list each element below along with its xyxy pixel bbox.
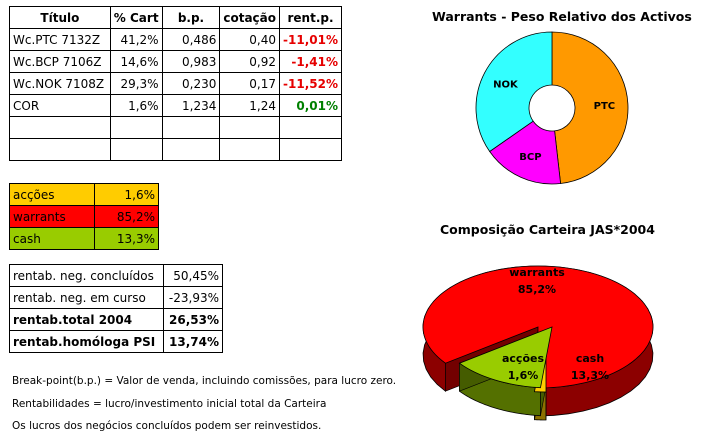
- chart2-title: Composição Carteira JAS*2004: [440, 222, 655, 237]
- allocation-row: acções 1,6%: [9, 183, 160, 206]
- allocation-value: 85,2%: [93, 205, 160, 228]
- table-row: Wc.BCP 7106Z 14,6% 0,983 0,92 -1,41%: [9, 50, 342, 73]
- slice-label-bcp: BCP: [519, 152, 541, 163]
- slice-bcp: [489, 120, 562, 185]
- slice-label-cash: cash: [576, 352, 604, 365]
- returns-label: rentab.homóloga PSI: [8, 330, 165, 353]
- slice-ptc: [551, 31, 629, 184]
- slice-value-acções: 1,6%: [508, 369, 539, 382]
- slice-label-warrants: warrants: [509, 266, 565, 279]
- table-row: COR 1,6% 1,234 1,24 0,01%: [9, 94, 342, 117]
- returns-row: rentab.homóloga PSI 13,74%: [8, 330, 223, 353]
- returns-value: -23,93%: [163, 286, 223, 309]
- allocation-row: warrants 85,2%: [9, 205, 160, 228]
- returns-value: 50,45%: [163, 264, 223, 287]
- cell-title: Wc.NOK 7108Z: [9, 72, 111, 95]
- returns-row: rentab. neg. concluídos 50,45%: [8, 264, 223, 287]
- allocation-row: cash 13,3%: [9, 227, 160, 250]
- table-row-empty: [9, 138, 342, 161]
- slice-value-cash: 13,3%: [571, 369, 609, 382]
- table-row: Wc.PTC 7132Z 41,2% 0,486 0,40 -11,01%: [9, 28, 342, 51]
- table-header-row: Título % Cart b.p. cotação rent.p.: [9, 6, 342, 29]
- returns-value: 13,74%: [163, 330, 223, 353]
- chart1-title: Warrants - Peso Relativo dos Activos: [432, 9, 692, 24]
- cell-title: COR: [9, 94, 111, 117]
- cell-bp: 0,230: [161, 72, 221, 95]
- cell-rent: -11,01%: [279, 28, 342, 51]
- note-lucros: Os lucros dos negócios concluídos podem …: [12, 420, 322, 432]
- returns-row: rentab.total 2004 26,53%: [8, 308, 223, 331]
- cell-cart: 29,3%: [109, 72, 163, 95]
- returns-value: 26,53%: [163, 308, 223, 331]
- allocation-value: 13,3%: [93, 227, 160, 250]
- slice-nok: [475, 31, 553, 153]
- cell-cart: 1,6%: [109, 94, 163, 117]
- allocation-label: warrants: [9, 205, 95, 228]
- warrants-table: Título % Cart b.p. cotação rent.p. Wc.PT…: [9, 6, 342, 161]
- cell-rent: 0,01%: [279, 94, 342, 117]
- slice-label-ptc: PTC: [594, 101, 616, 112]
- slice-value-warrants: 85,2%: [518, 283, 556, 296]
- note-breakpoint: Break-point(b.p.) = Valor de venda, incl…: [12, 375, 397, 387]
- cell-rent: -11,52%: [279, 72, 342, 95]
- note-rentabilidades: Rentabilidades = lucro/investimento inic…: [12, 398, 327, 410]
- slice-cash: [458, 326, 553, 389]
- cell-title: Wc.PTC 7132Z: [9, 28, 111, 51]
- cell-bp: 0,983: [161, 50, 221, 73]
- header-rent: rent.p.: [279, 6, 342, 29]
- slice-label-acções: acções: [502, 352, 544, 365]
- slice-warrants: [422, 265, 654, 389]
- cell-rent: -1,41%: [279, 50, 342, 73]
- allocation-label: acções: [9, 183, 95, 206]
- allocation-table: acções 1,6% warrants 85,2% cash 13,3%: [9, 183, 160, 250]
- returns-table: rentab. neg. concluídos 50,45% rentab. n…: [8, 264, 223, 353]
- cell-bp: 1,234: [161, 94, 221, 117]
- returns-label: rentab.total 2004: [8, 308, 165, 331]
- slice-label-nok: NOK: [493, 80, 519, 91]
- table-row: Wc.NOK 7108Z 29,3% 0,230 0,17 -11,52%: [9, 72, 342, 95]
